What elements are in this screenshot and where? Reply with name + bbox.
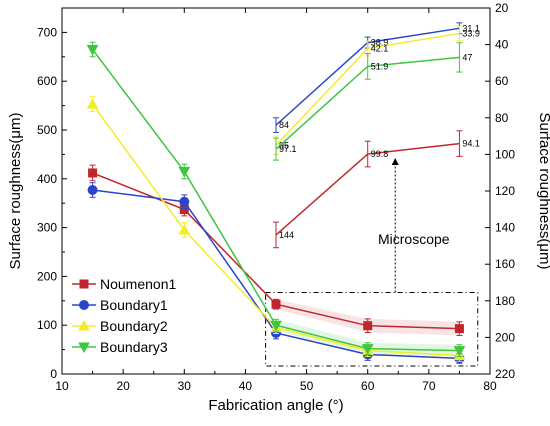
x-tick-label: 70 bbox=[422, 379, 436, 393]
y-right-tick-label: 160 bbox=[495, 257, 515, 271]
y-axis-left-label: Surface roughness(μm) bbox=[7, 112, 24, 269]
series-inset: 144 99.8 94.1 84 38.9 31.1 95 42.1 33.9 97.1 51.9 4… bbox=[273, 22, 480, 249]
inset-data-label: 94.1 bbox=[462, 139, 480, 149]
microscope-arrow-head bbox=[391, 158, 399, 166]
y-left-tick-label: 100 bbox=[37, 318, 57, 332]
data-point bbox=[363, 321, 373, 331]
data-point bbox=[454, 324, 464, 334]
y-axis-right-label: Surface roughness(μm) bbox=[536, 112, 550, 269]
data-point bbox=[178, 166, 191, 178]
inset-data-label: 42.1 bbox=[371, 43, 389, 53]
y-right-tick-label: 120 bbox=[495, 184, 515, 198]
inset-data-label: 97.1 bbox=[279, 144, 297, 154]
y-right-tick-label: 220 bbox=[495, 367, 515, 381]
x-axis-label: Fabrication angle (°) bbox=[208, 397, 343, 414]
y-right-tick-label: 20 bbox=[495, 1, 509, 15]
y-axis-right: 20 40 60 80 100 120 140 160 180 200 220 bbox=[485, 1, 515, 381]
x-tick-label: 50 bbox=[300, 379, 314, 393]
microscope-box bbox=[265, 158, 479, 367]
y-left-tick-label: 700 bbox=[37, 25, 57, 39]
inset-data-label: 99.8 bbox=[371, 149, 389, 159]
inset-data-label: 33.9 bbox=[462, 28, 480, 38]
annotation-microscope: Microscope bbox=[378, 231, 450, 247]
legend-label: Boundary3 bbox=[100, 339, 168, 355]
y-right-tick-label: 180 bbox=[495, 294, 515, 308]
inset-data-label: 84 bbox=[279, 120, 289, 130]
inset-data-label: 38.9 bbox=[371, 38, 389, 48]
microscope-region bbox=[265, 292, 479, 367]
y-left-tick-label: 300 bbox=[37, 221, 57, 235]
y-right-tick-label: 80 bbox=[495, 111, 509, 125]
inset-data-label: 47 bbox=[462, 52, 472, 62]
inset-data-label: 31.1 bbox=[462, 23, 480, 33]
data-point bbox=[271, 299, 281, 309]
x-tick-label: 60 bbox=[361, 379, 375, 393]
data-point bbox=[178, 224, 191, 235]
y-left-tick-label: 600 bbox=[37, 74, 57, 88]
data-point bbox=[86, 44, 99, 56]
data-point bbox=[87, 185, 98, 196]
legend-swatch-marker bbox=[79, 279, 89, 289]
data-point bbox=[453, 346, 466, 357]
y-left-tick-label: 200 bbox=[37, 269, 57, 283]
x-tick-label: 10 bbox=[55, 379, 69, 393]
y-right-tick-label: 140 bbox=[495, 221, 515, 235]
legend-label: Noumenon1 bbox=[100, 276, 176, 292]
data-point bbox=[86, 98, 99, 109]
y-right-tick-label: 60 bbox=[495, 74, 509, 88]
x-axis: 10 20 30 40 50 60 70 80 bbox=[55, 8, 497, 393]
legend-label: Boundary2 bbox=[100, 318, 168, 334]
y-right-tick-label: 200 bbox=[495, 330, 515, 344]
legend-label: Boundary1 bbox=[100, 297, 168, 313]
x-tick-label: 30 bbox=[178, 379, 192, 393]
y-left-tick-label: 500 bbox=[37, 123, 57, 137]
x-tick-label: 20 bbox=[116, 379, 130, 393]
data-point bbox=[361, 344, 374, 355]
y-left-tick-label: 0 bbox=[50, 367, 57, 381]
inset-data-label: 144 bbox=[279, 230, 294, 240]
y-left-tick-label: 400 bbox=[37, 172, 57, 186]
series-main bbox=[86, 41, 466, 364]
error-band bbox=[276, 319, 460, 357]
legend-swatch-marker bbox=[78, 319, 90, 331]
y-right-tick-label: 40 bbox=[495, 38, 509, 52]
data-point bbox=[270, 320, 282, 332]
legend: Noumenon1 Boundary1 Boundary2 Boundary3 bbox=[72, 276, 176, 355]
data-point bbox=[179, 196, 190, 207]
x-tick-label: 40 bbox=[239, 379, 253, 393]
y-right-tick-label: 100 bbox=[495, 147, 515, 161]
x-tick-label: 80 bbox=[483, 379, 497, 393]
legend-swatch-marker bbox=[79, 300, 89, 310]
y-axis-left: 0 100 200 300 400 500 600 700 bbox=[37, 25, 67, 381]
inset-data-label: 95 bbox=[279, 140, 289, 150]
inset-data-label: 51.9 bbox=[371, 61, 389, 71]
data-point bbox=[88, 168, 98, 178]
legend-swatch-marker bbox=[78, 342, 90, 354]
